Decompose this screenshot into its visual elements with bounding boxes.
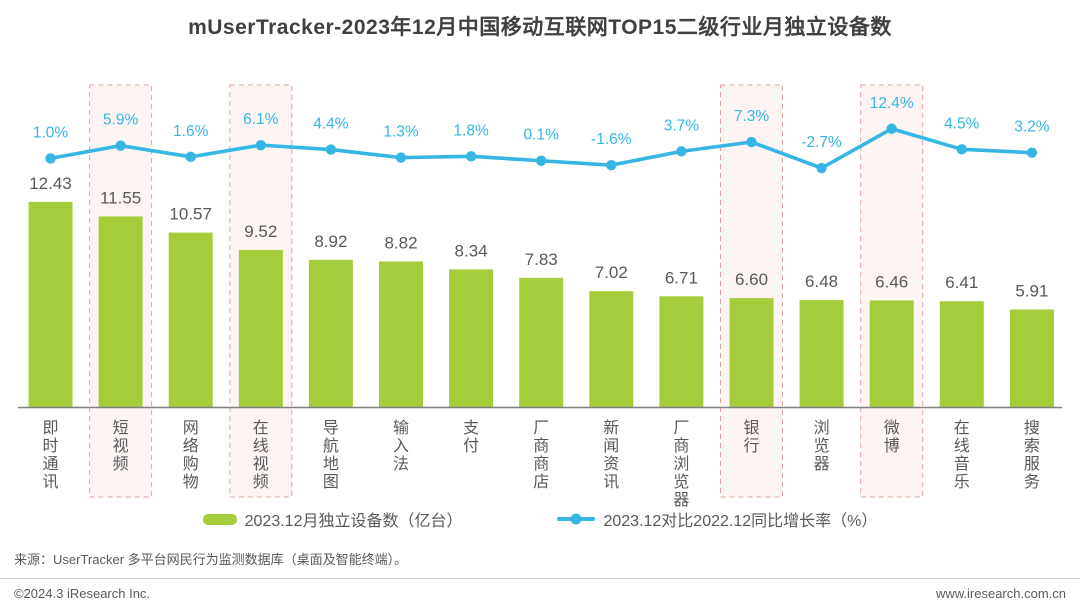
line-swatch-icon xyxy=(557,513,596,525)
svg-text:短视频: 短视频 xyxy=(113,419,129,473)
svg-text:12.43: 12.43 xyxy=(29,174,72,193)
svg-text:1.6%: 1.6% xyxy=(173,123,209,140)
svg-text:在线音乐: 在线音乐 xyxy=(954,419,970,491)
svg-text:6.46: 6.46 xyxy=(875,272,908,291)
svg-text:4.4%: 4.4% xyxy=(313,116,349,133)
svg-text:网络购物: 网络购物 xyxy=(183,420,199,491)
svg-text:输入法: 输入法 xyxy=(393,419,409,473)
line-dot-icon xyxy=(570,513,582,525)
svg-text:1.0%: 1.0% xyxy=(33,124,69,141)
svg-text:7.3%: 7.3% xyxy=(734,108,770,125)
bar-swatch-icon xyxy=(202,513,237,525)
svg-text:6.1%: 6.1% xyxy=(243,111,279,128)
source-note: 来源：UserTracker 多平台网民行为监测数据库（桌面及智能终端）。 xyxy=(14,552,408,567)
legend-bar-label: 2023.12月独立设备数（亿台） xyxy=(244,513,463,530)
legend-item-line: 2023.12对比2022.12同比增长率（%） xyxy=(557,507,877,531)
svg-text:8.82: 8.82 xyxy=(384,233,417,252)
svg-text:9.52: 9.52 xyxy=(244,222,277,241)
svg-text:6.71: 6.71 xyxy=(665,268,698,287)
svg-text:3.2%: 3.2% xyxy=(1014,119,1050,136)
svg-text:银行: 银行 xyxy=(743,419,759,455)
chart-legend: 2023.12月独立设备数（亿台） 2023.12对比2022.12同比增长率（… xyxy=(0,506,1080,532)
svg-text:-2.7%: -2.7% xyxy=(801,134,842,151)
svg-text:在线视频: 在线视频 xyxy=(253,419,269,491)
svg-text:5.9%: 5.9% xyxy=(103,112,139,129)
svg-text:-1.6%: -1.6% xyxy=(591,131,632,148)
svg-text:支付: 支付 xyxy=(463,419,479,455)
svg-text:0.1%: 0.1% xyxy=(524,127,560,144)
footer-divider xyxy=(0,578,1080,579)
svg-text:微博: 微博 xyxy=(884,419,900,455)
chart-canvas: 12.43 11.55 10.57 9.52 8.92 8.82 8.34 7.83 7.02 6… xyxy=(18,84,1062,509)
svg-text:12.4%: 12.4% xyxy=(870,95,914,112)
svg-text:11.55: 11.55 xyxy=(100,188,141,207)
svg-text:3.7%: 3.7% xyxy=(664,117,700,134)
svg-text:1.3%: 1.3% xyxy=(383,124,419,141)
svg-text:导航地图: 导航地图 xyxy=(323,419,339,491)
copyright-text: ©2024.3 iResearch Inc. xyxy=(14,586,151,601)
svg-text:6.41: 6.41 xyxy=(945,273,978,292)
svg-text:4.5%: 4.5% xyxy=(944,115,980,132)
svg-text:10.57: 10.57 xyxy=(169,205,212,224)
website-link[interactable]: www.iresearch.com.cn xyxy=(935,586,1066,601)
svg-text:8.92: 8.92 xyxy=(314,232,347,251)
legend-line-label: 2023.12对比2022.12同比增长率（%） xyxy=(603,513,878,530)
svg-text:新闻资讯: 新闻资讯 xyxy=(603,419,619,491)
chart-title: mUserTracker-2023年12月中国移动互联网TOP15二级行业月独立… xyxy=(188,16,892,39)
svg-text:即时通讯: 即时通讯 xyxy=(42,420,58,491)
svg-text:7.02: 7.02 xyxy=(595,263,628,282)
svg-text:厂商商店: 厂商商店 xyxy=(533,420,549,491)
svg-text:1.8%: 1.8% xyxy=(453,122,489,139)
svg-text:5.91: 5.91 xyxy=(1015,281,1048,300)
svg-text:7.83: 7.83 xyxy=(525,250,558,269)
svg-text:6.60: 6.60 xyxy=(735,270,768,289)
legend-item-bar: 2023.12月独立设备数（亿台） xyxy=(202,507,463,531)
svg-text:厂商浏览器: 厂商浏览器 xyxy=(673,420,689,509)
svg-text:6.48: 6.48 xyxy=(805,272,838,291)
svg-text:8.34: 8.34 xyxy=(455,241,488,260)
svg-text:浏览器: 浏览器 xyxy=(814,419,830,473)
svg-text:搜索服务: 搜索服务 xyxy=(1024,419,1040,491)
